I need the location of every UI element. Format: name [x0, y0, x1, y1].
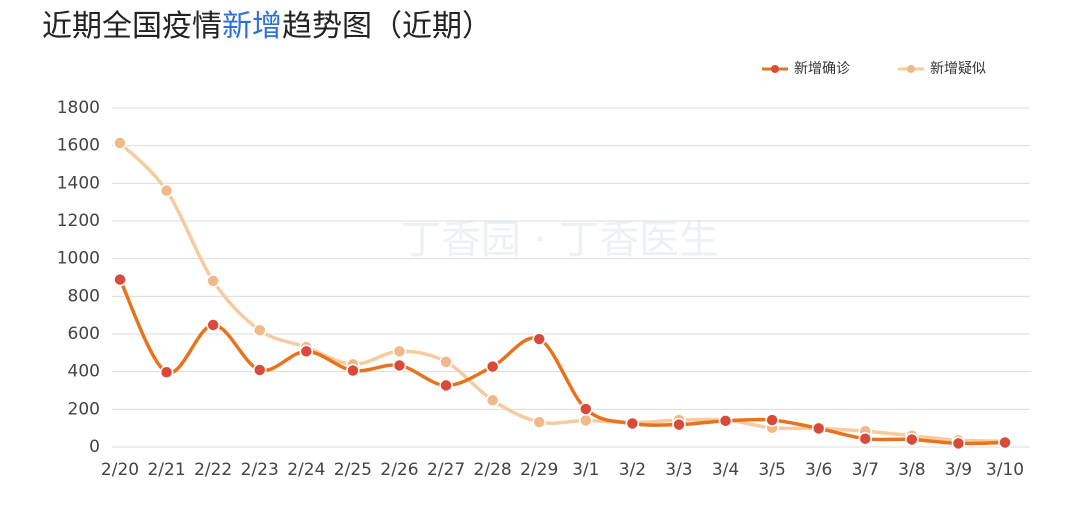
data-point [113, 272, 127, 287]
title-part: 趋势图（近期） [282, 9, 492, 44]
x-tick-label: 2/23 [241, 460, 279, 480]
title-highlight: 新增 [222, 9, 282, 44]
data-point [206, 274, 220, 288]
y-tick-label: 1200 [57, 211, 100, 231]
x-tick-label: 3/7 [852, 460, 879, 480]
data-point [346, 363, 360, 378]
data-point [532, 415, 546, 429]
data-point [252, 323, 267, 337]
chart-title: 近期全国疫情新增趋势图（近期） [42, 9, 492, 44]
legend-marker [907, 65, 915, 73]
y-tick-label: 1800 [57, 98, 100, 118]
x-tick-label: 2/29 [520, 460, 558, 480]
x-tick-label: 2/26 [380, 460, 418, 480]
data-point [625, 416, 640, 431]
x-tick-label: 2/21 [147, 460, 185, 480]
data-point [579, 413, 593, 428]
y-tick-label: 1600 [57, 136, 100, 156]
x-tick-label: 3/6 [805, 460, 832, 480]
title-part: 近期全国疫情 [42, 9, 222, 44]
y-tick-label: 600 [68, 324, 100, 344]
x-tick-label: 3/1 [572, 460, 599, 480]
data-point [905, 432, 919, 447]
x-tick-label: 2/25 [334, 460, 372, 480]
y-tick-label: 1000 [57, 249, 100, 269]
data-point [252, 363, 267, 377]
data-point [718, 414, 733, 428]
x-tick-label: 3/4 [712, 460, 739, 480]
y-tick-label: 400 [68, 362, 100, 382]
legend-marker [771, 65, 779, 73]
x-tick-label: 3/8 [898, 460, 925, 480]
data-point [439, 378, 453, 393]
data-point [392, 344, 407, 359]
x-tick-label: 3/5 [758, 460, 785, 480]
x-tick-label: 2/24 [287, 460, 325, 480]
x-tick-label: 2/27 [427, 460, 465, 480]
data-point [485, 359, 500, 374]
x-tick-label: 2/20 [101, 460, 139, 480]
data-point [672, 417, 686, 432]
x-tick-label: 2/22 [194, 460, 232, 480]
x-tick-label: 3/2 [619, 460, 646, 480]
data-point [765, 413, 779, 427]
data-point [159, 365, 174, 379]
data-point [998, 435, 1012, 450]
data-point [485, 393, 500, 408]
data-point [113, 136, 127, 150]
y-tick-label: 0 [89, 437, 100, 457]
data-point [811, 421, 826, 436]
x-tick-label: 3/10 [986, 460, 1024, 480]
data-point [392, 358, 407, 373]
y-tick-label: 1400 [57, 173, 100, 193]
data-point [439, 355, 453, 369]
x-tick-label: 3/9 [945, 460, 972, 480]
data-point [299, 344, 314, 359]
data-point [159, 183, 174, 198]
x-tick-label: 3/3 [665, 460, 692, 480]
watermark: 丁香园 · 丁香医生 [401, 217, 719, 263]
y-tick-label: 200 [68, 399, 100, 419]
x-tick-label: 2/28 [474, 460, 512, 480]
data-point [858, 431, 873, 446]
data-point [951, 436, 966, 451]
y-tick-label: 800 [68, 286, 100, 306]
legend-label: 新增疑似 [930, 61, 986, 77]
series-line [118, 141, 1006, 443]
legend-label: 新增确诊 [794, 61, 850, 77]
series-line [118, 278, 1006, 446]
data-point [579, 402, 593, 416]
data-point [532, 332, 546, 346]
data-point [206, 318, 220, 332]
